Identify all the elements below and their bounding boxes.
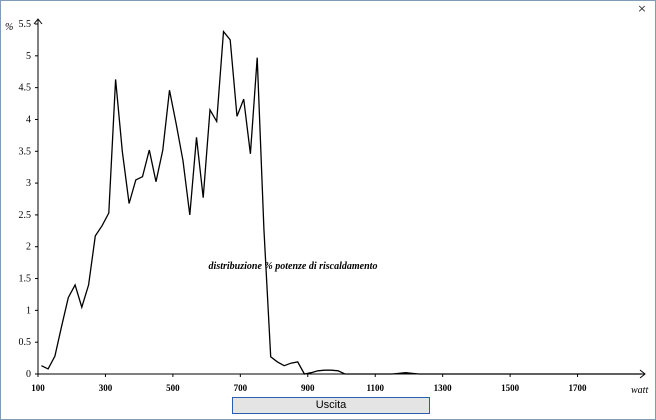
y-tick-label: 3.5: [19, 146, 32, 157]
x-tick-label: 1300: [434, 383, 453, 393]
y-tick-label: 1.5: [19, 274, 32, 285]
y-axis-ticks: 0 0.5 1 1.5 2 2.5 3 3.5 4 4.5 5 5.5: [19, 19, 38, 380]
x-tick-label: 1700: [569, 383, 588, 393]
y-tick-label: 5: [26, 51, 31, 62]
y-axis-arrow: [33, 18, 43, 25]
y-tick-label: 4.5: [19, 83, 32, 94]
x-axis-label: watt: [631, 385, 648, 395]
chart: 0 0.5 1 1.5 2 2.5 3 3.5 4 4.5 5 5.5 100 300 500 700 900…: [5, 18, 648, 395]
x-axis-arrow: [639, 369, 646, 379]
x-tick-label: 900: [301, 383, 315, 393]
y-tick-label: 0.5: [19, 337, 32, 348]
y-tick-label: 2: [26, 242, 31, 253]
x-tick-label: 1100: [366, 383, 384, 393]
exit-button[interactable]: Uscita: [232, 397, 430, 414]
x-tick-label: 500: [166, 383, 180, 393]
x-tick-label: 100: [31, 383, 45, 393]
x-tick-label: 700: [234, 383, 248, 393]
y-tick-label: 0: [26, 369, 31, 380]
chart-title: distribuzione % potenze di riscaldamento: [209, 261, 378, 272]
x-axis-ticks: 100 300 500 700 900 1100 1300 1500 1700: [31, 374, 587, 393]
x-tick-label: 1500: [501, 383, 520, 393]
x-tick-label: 300: [99, 383, 113, 393]
y-tick-label: 2.5: [19, 210, 32, 221]
y-tick-label: 5.5: [19, 19, 32, 30]
y-axis-label: %: [5, 22, 13, 33]
chart-series: [41, 29, 642, 375]
series-line: [41, 29, 642, 375]
y-tick-label: 1: [26, 305, 31, 316]
close-icon[interactable]: ×: [637, 2, 647, 15]
y-tick-label: 3: [26, 178, 31, 189]
chart-axes: [33, 18, 646, 379]
y-tick-label: 4: [26, 114, 31, 125]
